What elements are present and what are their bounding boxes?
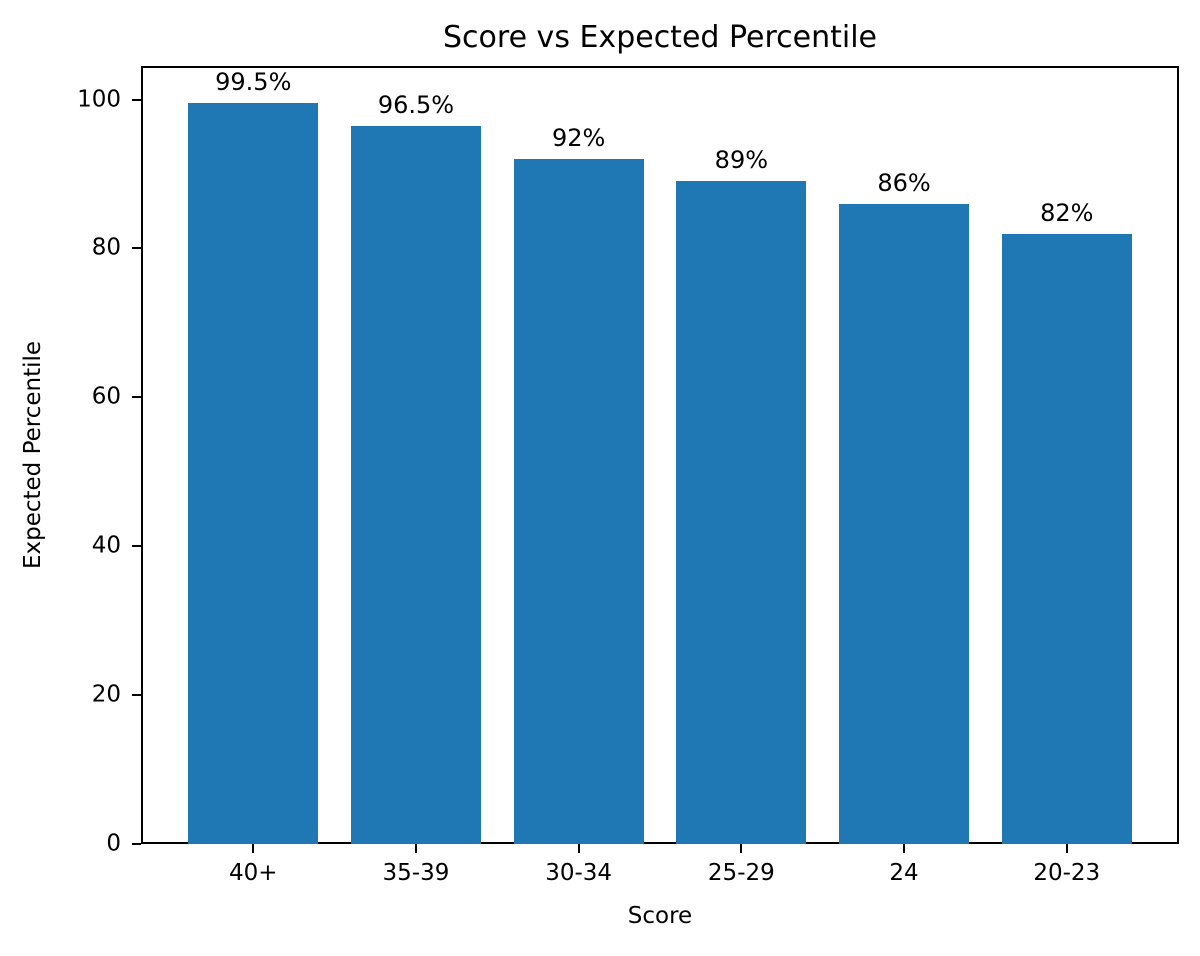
x-tick-mark xyxy=(903,844,906,853)
bar xyxy=(838,203,970,844)
bar-value-label: 96.5% xyxy=(377,90,455,119)
x-axis-label: Score xyxy=(627,903,693,929)
y-tick-mark xyxy=(132,247,141,250)
x-tick-label: 30-34 xyxy=(545,860,613,886)
bar xyxy=(513,159,644,844)
y-tick-mark xyxy=(132,396,141,399)
bar-value-label: 92% xyxy=(551,124,606,153)
chart-title: Score vs Expected Percentile xyxy=(443,20,877,55)
y-tick-mark xyxy=(132,98,141,101)
bar xyxy=(350,125,482,844)
bar-value-label: 82% xyxy=(1040,198,1094,227)
y-tick-mark xyxy=(132,843,141,845)
y-tick-label: 40 xyxy=(91,532,121,559)
y-tick-label: 0 xyxy=(106,830,121,857)
y-tick-label: 20 xyxy=(91,681,121,708)
y-tick-label: 60 xyxy=(91,383,121,410)
x-tick-label: 40+ xyxy=(228,860,278,886)
bar xyxy=(1001,233,1132,844)
y-tick-mark xyxy=(132,694,141,697)
x-tick-mark xyxy=(1065,844,1068,853)
x-tick-mark xyxy=(252,844,255,853)
bar-value-label: 89% xyxy=(714,146,769,175)
x-tick-label: 25-29 xyxy=(707,860,775,886)
x-tick-mark xyxy=(414,844,417,853)
x-tick-label: 24 xyxy=(889,860,919,886)
x-tick-label: 20-23 xyxy=(1033,860,1101,886)
y-tick-label: 80 xyxy=(91,234,121,261)
y-tick-label: 100 xyxy=(77,86,121,112)
x-tick-label: 35-39 xyxy=(382,860,450,886)
bar xyxy=(188,103,319,844)
bar xyxy=(676,181,807,844)
y-tick-mark xyxy=(132,545,141,548)
x-tick-mark xyxy=(577,844,580,853)
bar-value-label: 86% xyxy=(877,168,931,197)
x-tick-mark xyxy=(740,844,743,853)
bar-value-label: 99.5% xyxy=(215,68,292,97)
